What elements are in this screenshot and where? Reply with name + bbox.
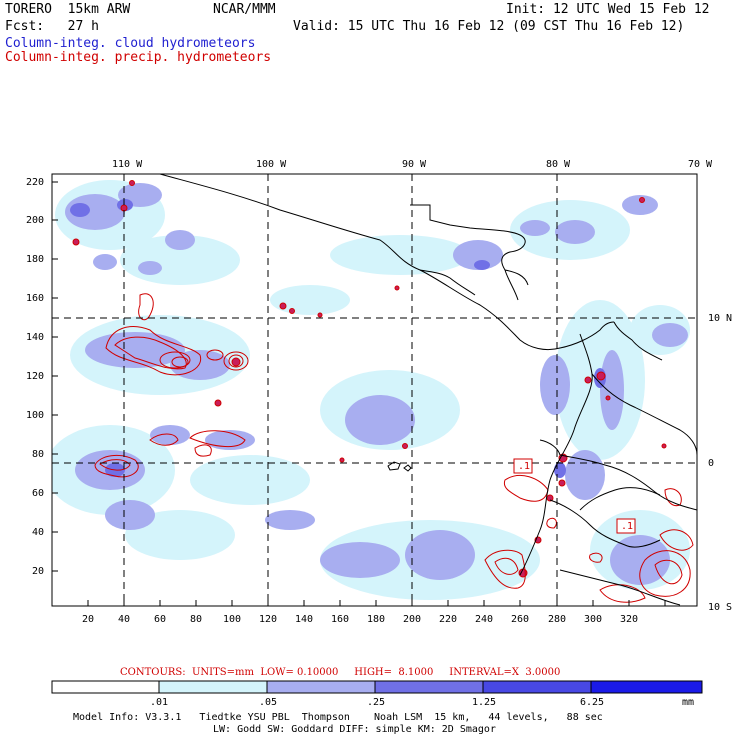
model-info: Model Info: V3.3.1 Tiedtke YSU PBL Thomp… [73,712,603,723]
x-tick: 120 [259,614,278,625]
legend-label: 1.25 [472,697,497,708]
model-title: TORERO 15km ARW [5,2,131,17]
contour-label: .1 [518,461,531,472]
y-tick: 60 [32,488,45,499]
legend-swatch-4 [482,680,592,694]
forecast-hour: Fcst: 27 h [5,19,99,34]
lon-label-100w: 100 W [256,159,287,170]
lat-label-0: 0 [708,458,715,469]
legend-swatch-5 [590,680,703,694]
y-tick: 200 [26,215,45,226]
y-tick: 140 [26,332,45,343]
contours-info: CONTOURS: UNITS=mm LOW= 0.10000 HIGH= 8.… [120,667,561,678]
model-physics: LW: Godd SW: Goddard DIFF: simple KM: 2D… [213,724,496,735]
contour-labels [513,458,636,534]
x-tick: 180 [367,614,386,625]
legend-swatch-1 [158,680,268,694]
legend-label: .05 [259,697,278,708]
legend-label: .25 [367,697,386,708]
lat-label-10s: 10 S [708,602,733,613]
x-tick: 100 [223,614,242,625]
legend-swatch-0 [51,680,160,694]
y-tick: 160 [26,293,45,304]
x-tick: 140 [295,614,314,625]
x-tick: 60 [154,614,167,625]
x-tick: 300 [584,614,603,625]
x-tick: 280 [548,614,567,625]
x-tick: 220 [439,614,458,625]
x-tick: 320 [620,614,639,625]
x-tick: 260 [511,614,530,625]
legend-swatch-3 [374,680,484,694]
y-tick: 220 [26,177,45,188]
hydrometeor-fields [52,174,697,606]
legend-unit: mm [682,697,695,708]
x-tick: 20 [82,614,95,625]
organization: NCAR/MMM [213,2,276,17]
y-tick: 40 [32,527,45,538]
lon-label-80w: 80 W [546,159,571,170]
y-tick: 180 [26,254,45,265]
legend-label: 6.25 [580,697,605,708]
map-frame [51,173,698,607]
legend-swatch-2 [266,680,376,694]
init-time: Init: 12 UTC Wed 15 Feb 12 [506,2,710,17]
y-tick: 120 [26,371,45,382]
lon-label-70w: 70 W [688,159,713,170]
y-tick: 80 [32,449,45,460]
x-tick: 200 [403,614,422,625]
x-tick: 160 [331,614,350,625]
contour-label: .1 [621,521,634,532]
lon-label-90w: 90 W [402,159,427,170]
x-tick: 80 [190,614,203,625]
x-tick: 40 [118,614,131,625]
y-tick: 100 [26,410,45,421]
field-cloud-hydrometeors: Column-integ. cloud hydrometeors [5,36,256,51]
valid-time: Valid: 15 UTC Thu 16 Feb 12 (09 CST Thu … [293,19,685,34]
field-precip-hydrometeors: Column-integ. precip. hydrometeors [5,50,272,65]
lat-label-10n: 10 N [708,313,733,324]
lon-label-110w: 110 W [112,159,143,170]
legend-label: .01 [150,697,169,708]
graticule [52,174,697,606]
y-tick: 20 [32,566,45,577]
x-tick: 240 [475,614,494,625]
color-legend [51,680,703,694]
